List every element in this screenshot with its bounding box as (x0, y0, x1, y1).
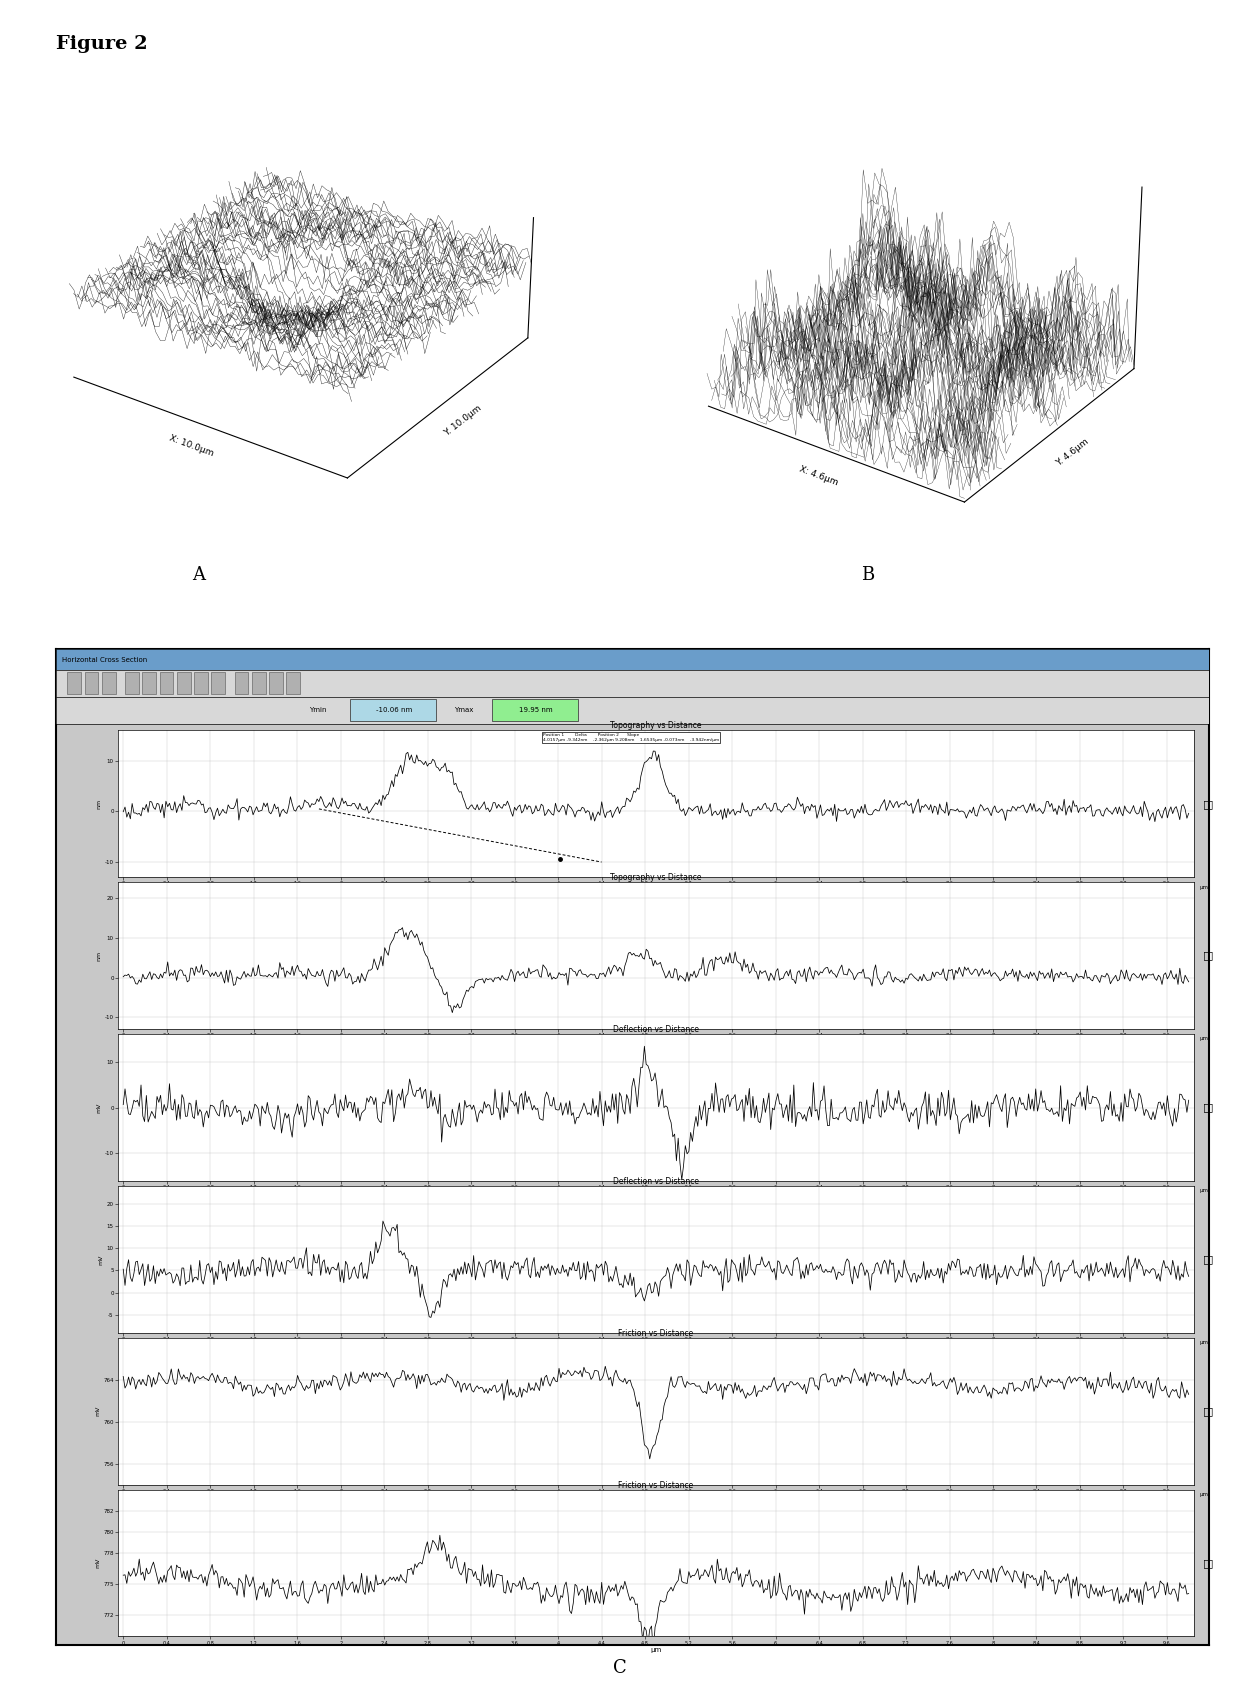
Y-axis label: mV: mV (97, 1102, 102, 1113)
Text: C: C (613, 1660, 627, 1677)
FancyBboxPatch shape (286, 673, 300, 693)
Text: □: □ (1203, 1103, 1213, 1112)
FancyBboxPatch shape (195, 673, 208, 693)
Text: Ymax: Ymax (454, 707, 472, 714)
Title: Topography vs Distance: Topography vs Distance (610, 874, 702, 882)
X-axis label: X: 10.0μm: X: 10.0μm (167, 434, 215, 457)
Y-axis label: mV: mV (95, 1557, 100, 1569)
Text: -10.06 nm: -10.06 nm (376, 707, 412, 714)
Y-axis label: Y: 4.6μm: Y: 4.6μm (1054, 437, 1090, 467)
Text: □: □ (1203, 1407, 1213, 1415)
Text: A: A (192, 567, 205, 584)
FancyBboxPatch shape (125, 673, 139, 693)
FancyBboxPatch shape (160, 673, 174, 693)
FancyBboxPatch shape (84, 673, 98, 693)
Text: μm: μm (1199, 884, 1209, 889)
FancyBboxPatch shape (102, 673, 115, 693)
Text: B: B (862, 567, 874, 584)
Y-axis label: nm: nm (97, 798, 102, 810)
Text: Position 1        Delta        Position 2      Slope
4.0157μm -9.342nm    -2.362: Position 1 Delta Position 2 Slope 4.0157… (543, 734, 719, 742)
Text: μm: μm (1199, 1188, 1209, 1193)
FancyBboxPatch shape (67, 673, 81, 693)
Y-axis label: mV: mV (95, 1405, 100, 1417)
Text: μm: μm (1199, 1491, 1209, 1496)
FancyBboxPatch shape (269, 673, 283, 693)
FancyBboxPatch shape (143, 673, 156, 693)
Text: μm: μm (1199, 1339, 1209, 1345)
Title: Deflection vs Distance: Deflection vs Distance (613, 1026, 699, 1034)
Text: □: □ (1203, 1559, 1213, 1567)
X-axis label: X: 4.6μm: X: 4.6μm (799, 464, 839, 488)
Text: □: □ (1203, 1255, 1213, 1264)
FancyBboxPatch shape (492, 700, 578, 720)
Text: □: □ (1203, 951, 1213, 960)
FancyBboxPatch shape (177, 673, 191, 693)
Y-axis label: mV: mV (99, 1253, 104, 1265)
Title: Deflection vs Distance: Deflection vs Distance (613, 1178, 699, 1186)
Y-axis label: Y: 10.0μm: Y: 10.0μm (443, 403, 484, 439)
Text: Ymin: Ymin (310, 707, 327, 714)
Title: Topography vs Distance: Topography vs Distance (610, 722, 702, 730)
FancyBboxPatch shape (234, 673, 248, 693)
FancyBboxPatch shape (350, 700, 436, 720)
FancyBboxPatch shape (212, 673, 226, 693)
Text: μm: μm (1199, 1036, 1209, 1041)
FancyBboxPatch shape (252, 673, 265, 693)
Text: Horizontal Cross Section: Horizontal Cross Section (62, 656, 146, 663)
Y-axis label: nm: nm (97, 950, 102, 962)
Title: Friction vs Distance: Friction vs Distance (619, 1329, 693, 1338)
Title: Friction vs Distance: Friction vs Distance (619, 1481, 693, 1490)
X-axis label: μm: μm (650, 1647, 662, 1653)
Text: Figure 2: Figure 2 (56, 35, 148, 52)
Text: □: □ (1203, 800, 1213, 808)
Text: 19.95 nm: 19.95 nm (518, 707, 552, 714)
